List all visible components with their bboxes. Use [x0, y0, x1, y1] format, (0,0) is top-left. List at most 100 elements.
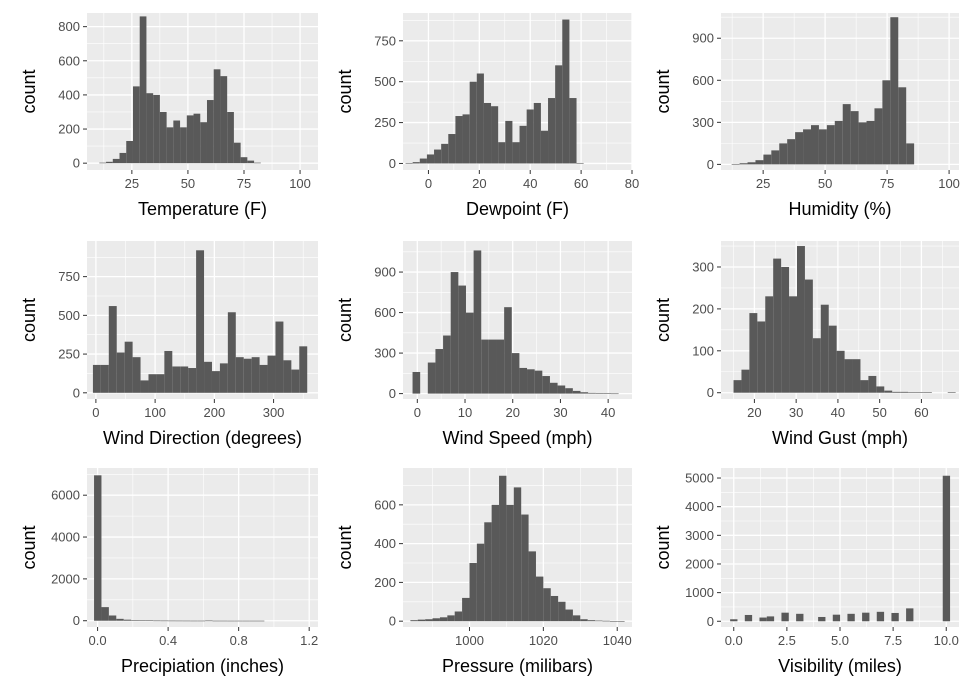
histogram-panel-6: 20 30 40 50 60 0 100 200 300 Wind Gust (mph) count [653, 241, 959, 448]
histogram-bar [512, 142, 520, 164]
histogram-bar [182, 620, 191, 622]
histogram-bars [92, 250, 308, 393]
y-axis-title: count [653, 298, 673, 342]
histogram-bar [123, 619, 132, 621]
x-axis-title: Dewpoint (F) [466, 199, 569, 219]
histogram-bar [733, 380, 742, 393]
histogram-bar [283, 360, 292, 393]
histogram-bar [116, 352, 125, 393]
histogram-bar [595, 393, 604, 394]
histogram-bar [891, 612, 899, 622]
histogram-bar [892, 391, 901, 393]
y-tick-label: 0 [707, 614, 714, 629]
histogram-bar [206, 100, 214, 164]
y-tick-label: 0 [73, 385, 80, 400]
x-tick-label: 300 [263, 405, 285, 420]
y-tick-label: 250 [374, 115, 396, 130]
x-tick-label: 30 [553, 405, 567, 420]
histogram-bar [513, 487, 522, 622]
y-tick-label: 0 [73, 156, 80, 171]
x-tick-label: 200 [203, 405, 225, 420]
histogram-bar [473, 250, 482, 394]
histogram-bar [876, 386, 885, 393]
y-axis-title: count [335, 69, 355, 113]
histogram-bar [164, 350, 173, 393]
histogram-bar [923, 392, 932, 393]
histogram-bar [419, 158, 427, 164]
histogram-bar [412, 162, 420, 164]
histogram-bar [153, 94, 160, 164]
x-tick-label: 60 [914, 405, 928, 420]
histogram-bar [447, 615, 455, 622]
y-tick-label: 300 [692, 259, 714, 274]
histogram-bar [132, 357, 141, 393]
histogram-bar [602, 620, 610, 622]
histogram-bar [427, 362, 436, 394]
y-tick-label: 400 [58, 87, 80, 102]
x-tick-label: 30 [789, 405, 803, 420]
histogram-bar [876, 611, 885, 622]
histogram-bar [587, 620, 596, 622]
histogram-bar [781, 266, 790, 393]
histogram-bar [588, 392, 596, 394]
histogram-panel-5: 0 10 20 30 40 0 300 600 900 Wind Speed (mph) count [335, 241, 632, 448]
x-tick-label: 1020 [529, 633, 558, 648]
histogram-bar [259, 364, 268, 393]
y-tick-label: 200 [692, 301, 714, 316]
histogram-bar [741, 369, 750, 393]
x-tick-label: 80 [625, 176, 639, 191]
x-tick-label: 100 [289, 176, 311, 191]
histogram-bar [498, 142, 506, 164]
histogram-bar [168, 620, 176, 622]
x-tick-label: 20 [747, 405, 761, 420]
panel-background [87, 468, 318, 627]
histogram-bar [572, 390, 581, 394]
histogram-bar [291, 369, 300, 393]
y-tick-label: 200 [58, 122, 80, 137]
histogram-bar [836, 350, 845, 393]
histogram-bar [190, 620, 198, 622]
x-tick-label: 25 [125, 176, 139, 191]
y-tick-label: 5000 [685, 471, 714, 486]
histogram-bar [469, 563, 477, 622]
histogram-bar [124, 341, 133, 393]
histogram-bar [521, 514, 529, 622]
histogram-bars [410, 475, 625, 622]
histogram-bar [219, 363, 228, 393]
histogram-bar [890, 17, 899, 165]
histogram-bar [491, 504, 500, 622]
histogram-bar [410, 620, 418, 622]
histogram-bar [432, 618, 440, 622]
histogram-bar [828, 325, 837, 393]
histogram-bar [739, 163, 748, 165]
y-tick-label: 0 [389, 156, 396, 171]
x-tick-label: 75 [237, 176, 251, 191]
histogram-bar [730, 619, 738, 622]
histogram-bar [773, 258, 782, 393]
histogram-bar [787, 139, 796, 165]
histogram-bar [412, 371, 421, 394]
histogram-bar [425, 619, 433, 622]
histogram-bar [882, 80, 891, 165]
histogram-bar [580, 392, 589, 394]
y-tick-label: 600 [58, 53, 80, 68]
histogram-bar [576, 162, 584, 164]
histogram-bar [771, 150, 780, 165]
histogram-bar [804, 279, 813, 393]
histogram-bar [211, 371, 220, 393]
histogram-bar [426, 154, 435, 164]
histogram-bar [504, 307, 512, 394]
y-axis-title: count [653, 525, 673, 569]
histogram-bar [481, 339, 489, 394]
histogram-bar [842, 104, 851, 165]
y-tick-label: 2000 [685, 556, 714, 571]
histogram-bar [519, 367, 528, 394]
x-axis-title: Wind Speed (mph) [442, 428, 592, 448]
y-tick-label: 4000 [685, 499, 714, 514]
histogram-bar [749, 313, 758, 393]
histogram-bar [233, 142, 241, 164]
histogram-bar [906, 608, 914, 622]
histogram-bar [116, 618, 124, 621]
x-tick-label: 25 [756, 176, 770, 191]
x-tick-label: 40 [601, 405, 615, 420]
